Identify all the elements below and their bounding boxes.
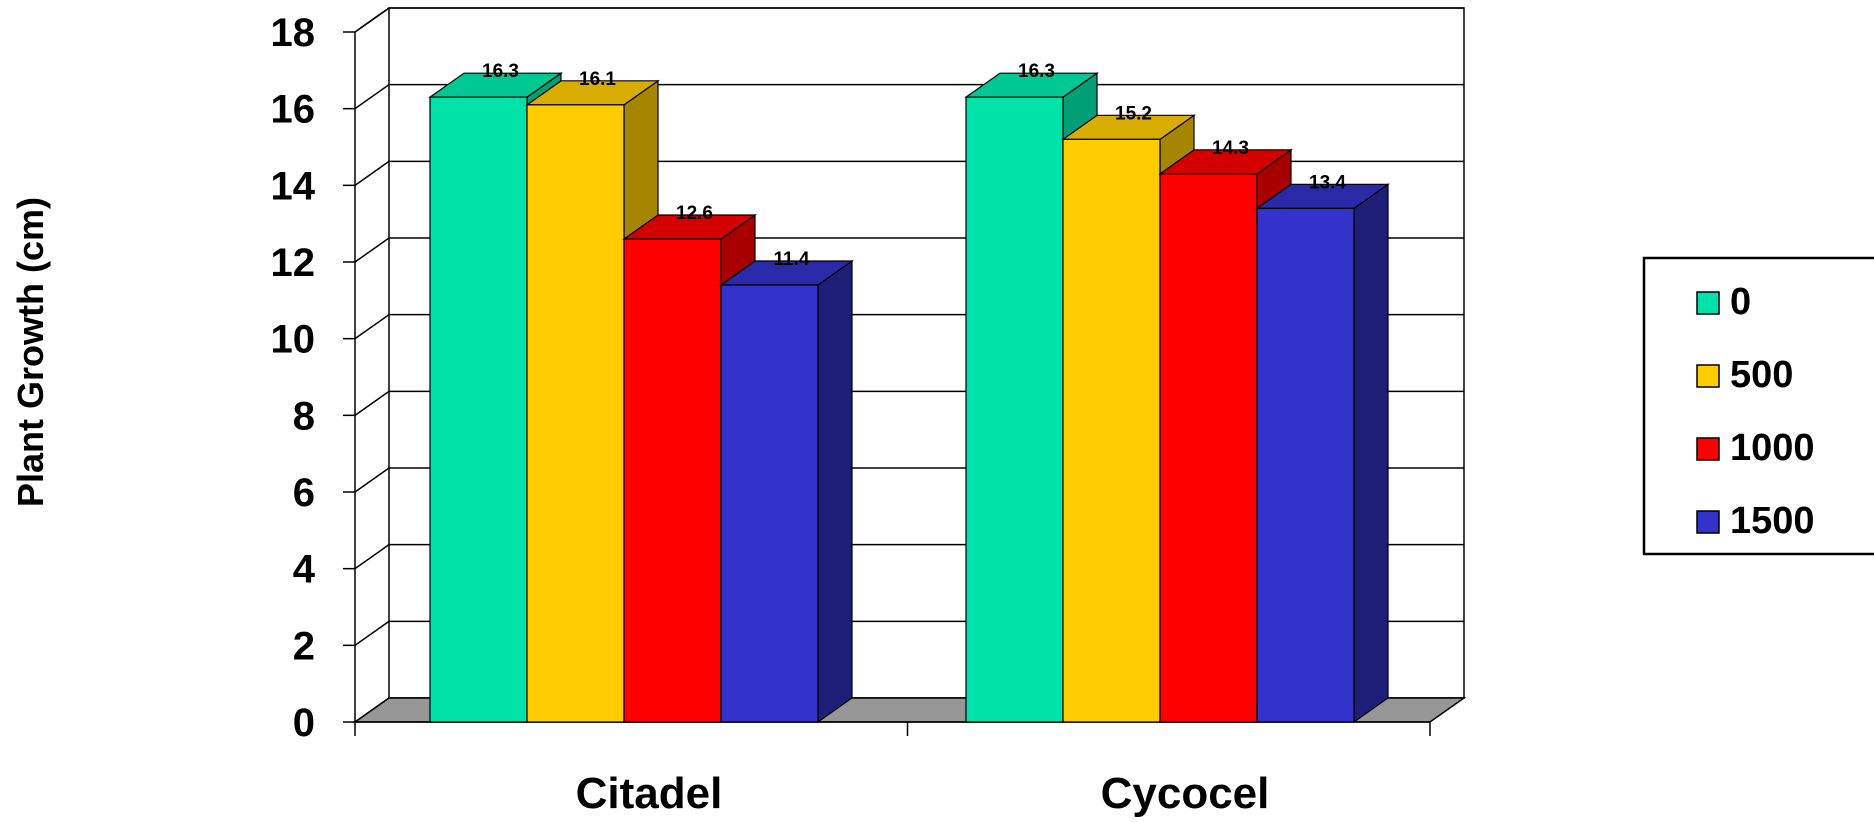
bar-front — [526, 104, 625, 723]
legend-label: 1000 — [1730, 427, 1815, 469]
y-tick-label: 2 — [293, 624, 315, 668]
gridline-side — [354, 544, 390, 570]
data-label: 16.1 — [579, 69, 616, 90]
legend-box — [1642, 256, 1874, 556]
gridline-side — [354, 84, 390, 110]
bar-front — [1062, 138, 1161, 723]
gridline-side — [354, 390, 390, 416]
bars — [428, 72, 1390, 724]
gridline-side — [354, 237, 390, 263]
legend-label: 0 — [1730, 281, 1751, 323]
y-tick-label: 8 — [293, 394, 315, 438]
legend: 0 500 1000 1500 — [1642, 256, 1874, 556]
bar-side — [817, 259, 853, 724]
legend-swatch — [1696, 364, 1720, 388]
x-axis-labels: Citadel Cycocel — [576, 769, 1270, 818]
data-label: 12.6 — [676, 203, 713, 224]
legend-label: 1500 — [1730, 500, 1815, 542]
y-tick-label: 18 — [271, 11, 316, 55]
gridline-side — [354, 467, 390, 493]
bar-front — [429, 96, 528, 723]
bar — [1255, 183, 1390, 724]
legend-swatch — [1696, 510, 1720, 534]
y-tick-label: 14 — [271, 164, 316, 208]
y-tick-label: 4 — [293, 548, 316, 592]
data-labels: 16.3 16.1 12.6 11.4 16.3 15.2 14.3 13.4 — [482, 61, 1346, 270]
gridline-side — [354, 314, 390, 340]
data-label: 16.3 — [1018, 61, 1055, 82]
bar-front — [720, 284, 819, 723]
y-tick-label: 12 — [271, 241, 316, 285]
data-label: 16.3 — [482, 61, 519, 82]
bar-side — [1353, 183, 1389, 724]
y-axis-ticks: 0 2 4 6 8 10 12 14 16 18 — [271, 11, 355, 745]
y-tick-label: 6 — [293, 471, 315, 515]
y-axis-title: Plant Growth (cm) — [10, 197, 51, 507]
gridline-side — [354, 160, 390, 186]
y-tick-label: 0 — [293, 701, 315, 745]
bar — [719, 259, 854, 724]
data-label: 14.3 — [1212, 138, 1249, 159]
y-tick-label: 16 — [271, 88, 316, 132]
bar-front — [965, 96, 1064, 723]
legend-swatch — [1696, 437, 1720, 461]
data-label: 15.2 — [1115, 103, 1152, 124]
bar-front — [1159, 173, 1258, 723]
legend-swatch — [1696, 291, 1720, 315]
x-tick-label: Cycocel — [1101, 769, 1270, 818]
bar-front — [623, 238, 722, 723]
gridline-side — [354, 7, 390, 33]
x-tick-label: Citadel — [576, 769, 723, 818]
y-tick-label: 10 — [271, 318, 316, 362]
data-label: 13.4 — [1309, 172, 1346, 193]
data-label: 11.4 — [774, 249, 810, 270]
bar-front — [1256, 207, 1355, 723]
legend-label: 500 — [1730, 354, 1793, 396]
gridline-side — [354, 620, 390, 646]
